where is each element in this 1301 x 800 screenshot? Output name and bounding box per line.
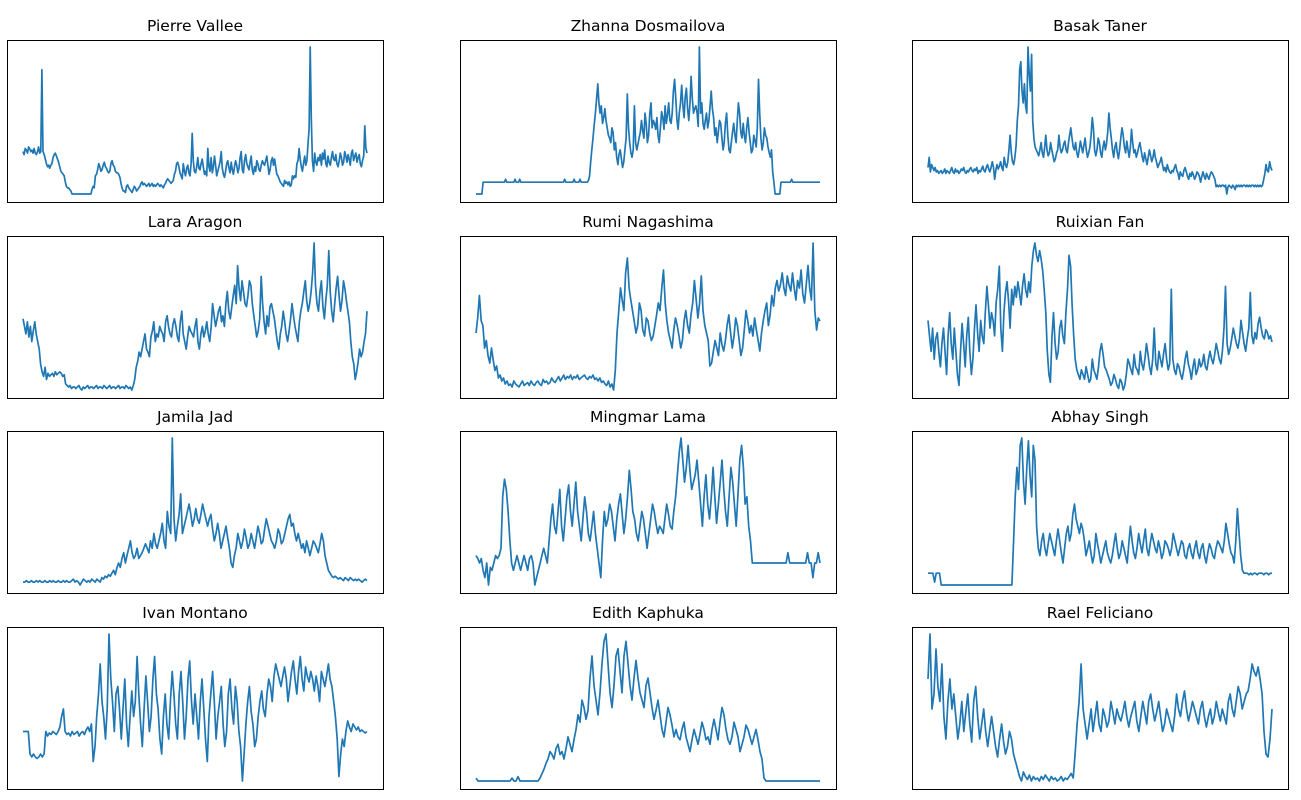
- subplot: Edith Kaphuka: [460, 604, 837, 790]
- plot-frame: [7, 627, 384, 790]
- subplot: Lara Aragon: [7, 213, 384, 399]
- subplot: Basak Taner: [912, 17, 1289, 203]
- subplot: Mingmar Lama: [460, 408, 837, 594]
- subplot-title: Mingmar Lama: [590, 408, 706, 426]
- subplot-title: Edith Kaphuka: [592, 604, 704, 622]
- series-line: [927, 46, 1273, 195]
- series-line: [928, 437, 1272, 586]
- subplot: Pierre Vallee: [7, 17, 384, 203]
- series-line: [475, 242, 821, 391]
- series-line: [23, 633, 368, 782]
- plot-frame: [912, 40, 1289, 203]
- subplot: Rumi Nagashima: [460, 213, 837, 399]
- plot-frame: [912, 431, 1289, 594]
- subplot: Rael Feliciano: [912, 604, 1289, 790]
- series-line: [22, 46, 368, 195]
- series-line: [476, 46, 820, 195]
- series-line: [927, 242, 1273, 391]
- subplot-title: Zhanna Dosmailova: [571, 17, 726, 35]
- plot-frame: [460, 431, 837, 594]
- plot-frame: [7, 40, 384, 203]
- subplot: Ivan Montano: [7, 604, 384, 790]
- plot-frame: [912, 236, 1289, 399]
- subplot-title: Ivan Montano: [142, 604, 248, 622]
- plot-frame: [460, 627, 837, 790]
- series-line: [22, 242, 368, 391]
- subplot-title: Abhay Singh: [1051, 408, 1149, 426]
- series-line: [475, 633, 820, 782]
- subplot-title: Rumi Nagashima: [582, 213, 713, 231]
- subplot-title: Ruixian Fan: [1056, 213, 1145, 231]
- subplot: Abhay Singh: [912, 408, 1289, 594]
- subplot-title: Lara Aragon: [148, 213, 243, 231]
- subplot-title: Basak Taner: [1053, 17, 1147, 35]
- plot-frame: [7, 431, 384, 594]
- plot-frame: [460, 40, 837, 203]
- subplot-title: Pierre Vallee: [147, 17, 243, 35]
- plot-frame: [912, 627, 1289, 790]
- plot-frame: [460, 236, 837, 399]
- subplot-title: Rael Feliciano: [1047, 604, 1154, 622]
- series-line: [927, 633, 1273, 782]
- series-line: [475, 437, 821, 586]
- series-line: [23, 437, 368, 586]
- subplot: Jamila Jad: [7, 408, 384, 594]
- plot-frame: [7, 236, 384, 399]
- subplot: Ruixian Fan: [912, 213, 1289, 399]
- subplot: Zhanna Dosmailova: [460, 17, 837, 203]
- subplot-title: Jamila Jad: [156, 408, 233, 426]
